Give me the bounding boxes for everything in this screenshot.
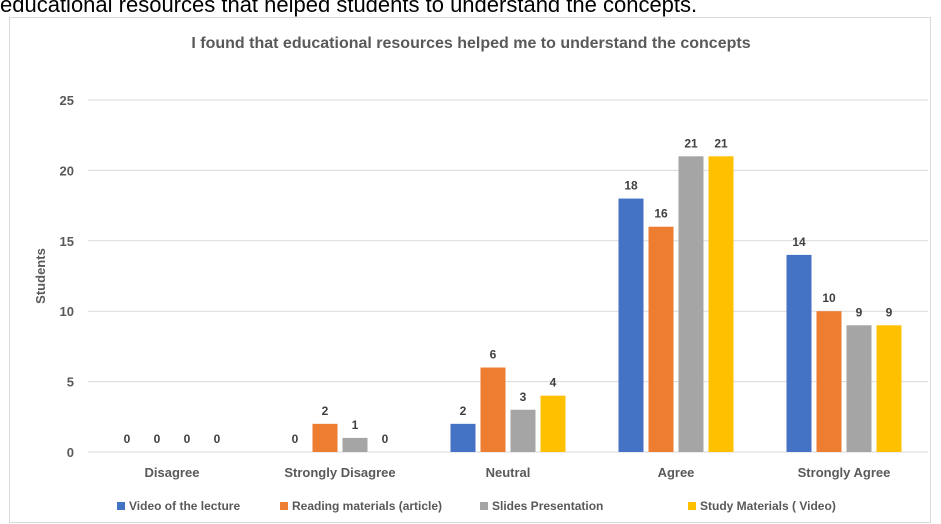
legend-label: Reading materials (article) bbox=[292, 499, 442, 513]
data-label: 0 bbox=[184, 432, 191, 446]
bar bbox=[816, 311, 842, 452]
data-label: 18 bbox=[624, 179, 638, 193]
y-tick-label: 5 bbox=[67, 375, 74, 390]
x-category-label: Strongly Agree bbox=[798, 465, 891, 480]
data-label: 9 bbox=[886, 305, 893, 319]
document-caption: educational resources that helped studen… bbox=[0, 0, 698, 17]
data-label: 10 bbox=[822, 291, 836, 305]
legend-label: Video of the lecture bbox=[129, 499, 240, 513]
data-label: 6 bbox=[490, 348, 497, 362]
legend-swatch bbox=[117, 502, 125, 510]
x-category-label: Agree bbox=[658, 465, 695, 480]
y-tick-label: 25 bbox=[60, 93, 74, 108]
legend-label: Study Materials ( Video) bbox=[700, 499, 836, 513]
x-category-label: Disagree bbox=[145, 465, 200, 480]
bar bbox=[618, 198, 644, 452]
data-label: 1 bbox=[352, 418, 359, 432]
data-label: 2 bbox=[322, 404, 329, 418]
data-label: 4 bbox=[550, 376, 557, 390]
y-axis-ticks: 0 5 10 15 20 25 bbox=[60, 93, 74, 460]
x-axis-categories: Disagree Strongly Disagree Neutral Agree Str… bbox=[145, 465, 891, 480]
legend: Video of the lecture Reading materials (a… bbox=[117, 499, 836, 513]
bar bbox=[786, 254, 812, 452]
data-label: 0 bbox=[292, 432, 299, 446]
bar bbox=[846, 325, 872, 452]
data-label: 14 bbox=[792, 235, 806, 249]
data-label: 0 bbox=[382, 432, 389, 446]
y-tick-label: 20 bbox=[60, 163, 74, 178]
bar bbox=[876, 325, 902, 452]
bar bbox=[450, 423, 476, 452]
data-label: 0 bbox=[154, 432, 161, 446]
y-tick-label: 10 bbox=[60, 304, 74, 319]
bar bbox=[708, 156, 734, 452]
data-label: 21 bbox=[684, 136, 698, 150]
data-label: 21 bbox=[714, 136, 728, 150]
bar bbox=[540, 395, 566, 452]
legend-swatch bbox=[480, 502, 488, 510]
y-tick-label: 0 bbox=[67, 445, 74, 460]
x-category-label: Strongly Disagree bbox=[284, 465, 395, 480]
bar bbox=[480, 367, 506, 452]
data-label: 0 bbox=[214, 432, 221, 446]
bar bbox=[648, 226, 674, 452]
bar bbox=[678, 156, 704, 452]
y-tick-label: 15 bbox=[60, 234, 74, 249]
bars bbox=[312, 156, 902, 452]
data-label: 2 bbox=[460, 404, 467, 418]
legend-swatch bbox=[688, 502, 696, 510]
data-label: 3 bbox=[520, 390, 527, 404]
data-label: 16 bbox=[654, 207, 668, 221]
bar bbox=[510, 409, 536, 452]
bar bbox=[312, 423, 338, 452]
data-label: 0 bbox=[124, 432, 131, 446]
chart-title: I found that educational resources helpe… bbox=[191, 35, 750, 52]
legend-swatch bbox=[280, 502, 288, 510]
data-label: 9 bbox=[856, 305, 863, 319]
x-category-label: Neutral bbox=[486, 465, 531, 480]
y-axis-label: Students bbox=[33, 248, 48, 304]
bar bbox=[342, 437, 368, 452]
legend-label: Slides Presentation bbox=[492, 499, 603, 513]
